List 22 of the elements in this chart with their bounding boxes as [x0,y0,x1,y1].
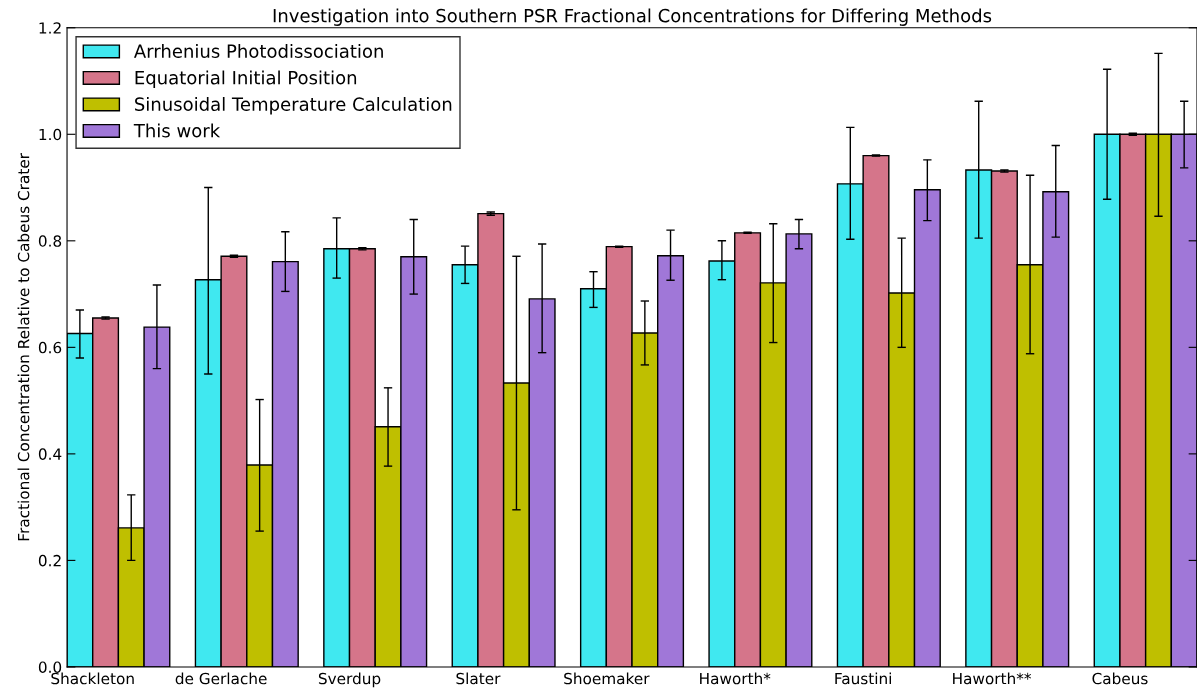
x-tick-label: Shoemaker [564,672,650,685]
y-tick-label: 0.8 [38,235,62,247]
x-tick-label: Cabeus [1092,672,1148,685]
legend-label: This work [133,123,221,138]
x-tick-label: Faustini [835,672,891,685]
x-tick-label: Shackleton [51,672,134,685]
x-tick-label: Haworth* [700,672,771,685]
y-tick-label: 0.2 [38,554,61,567]
y-tick-label: 1.0 [39,128,62,141]
y-tick-label: 0.4 [38,448,62,460]
legend-label: Equatorial Initial Position [135,70,357,88]
x-tick-label: Haworth** [953,672,1032,685]
chart-title: Investigation into Southern PSR Fractional Concentrations for Differing Methods [273,8,992,26]
y-tick-label: 1.2 [39,22,61,34]
y-tick-label: 0.6 [38,341,62,354]
x-tick-label: de Gerlache [175,672,267,685]
x-tick-label: Slater [456,672,501,685]
y-axis-title: Fractional Concentration Relative to Cabeus Crater [17,153,30,541]
legend-label: Arrhenius Photodissociation [133,44,383,58]
legend-label: Sinusoidal Temperature Calculation [135,97,452,115]
x-tick-label: Sverdup [318,672,381,688]
y-tick-label: 0.0 [38,661,62,673]
